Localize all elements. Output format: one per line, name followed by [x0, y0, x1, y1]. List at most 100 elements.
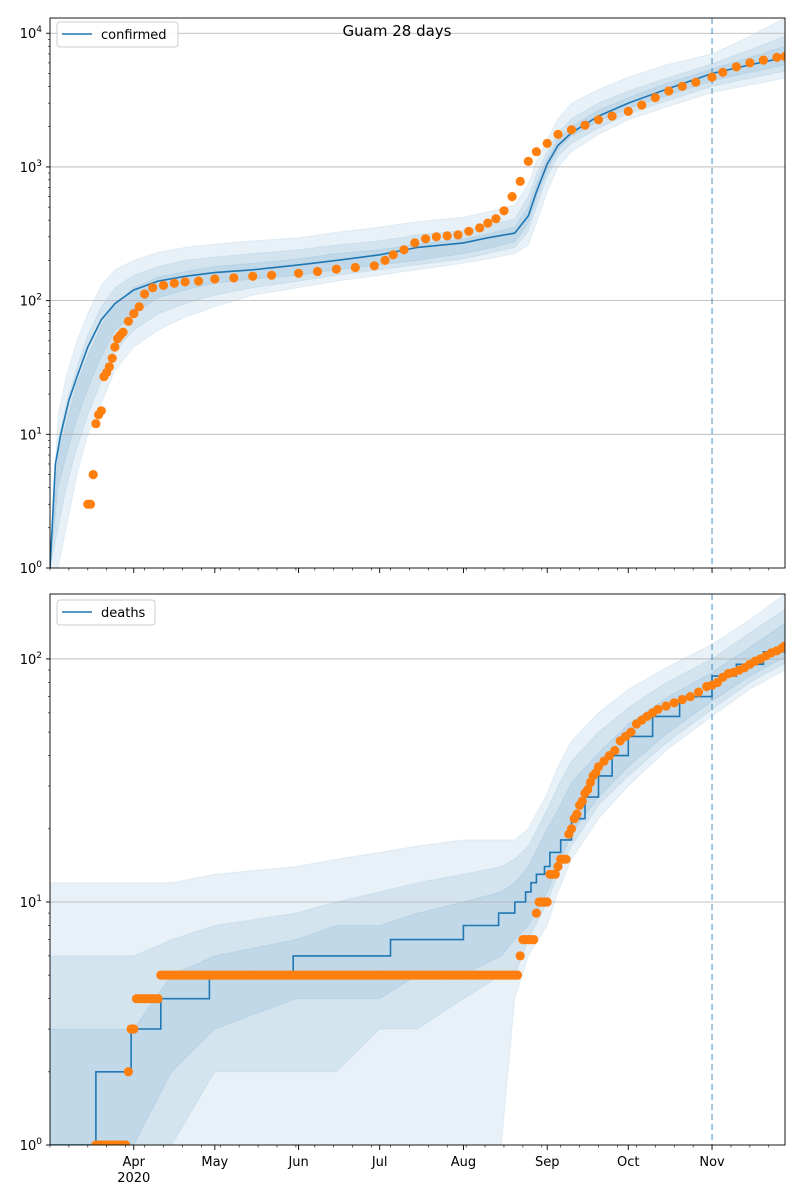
- observed-point: [664, 86, 674, 96]
- observed-point: [593, 762, 604, 772]
- observed-point: [566, 125, 577, 135]
- deaths-legend: deaths: [56, 599, 156, 626]
- y-tick-label: 101: [20, 426, 42, 443]
- deaths-bands: [50, 594, 785, 1145]
- x-tick-label: Nov: [699, 1155, 725, 1170]
- observed-point: [607, 111, 617, 121]
- observed-point: [691, 77, 701, 87]
- observed-point: [580, 120, 590, 130]
- observed-point: [388, 250, 398, 260]
- observed-point: [104, 362, 114, 372]
- observed-point: [85, 499, 96, 509]
- confirmed-axes: [49, 17, 786, 569]
- deaths-legend-box: [56, 599, 156, 626]
- observed-point: [123, 1067, 133, 1077]
- observed-point: [593, 115, 604, 125]
- observed-point: [453, 230, 463, 240]
- observed-point: [312, 266, 323, 277]
- deaths-gridlines: [50, 658, 785, 903]
- y-tick-label: 101: [20, 894, 42, 911]
- observed-point: [550, 869, 560, 879]
- x-tick-label: May: [201, 1155, 228, 1170]
- observed-point: [542, 897, 552, 907]
- band-outer: [50, 594, 785, 1145]
- y-tick-label: 102: [20, 651, 42, 668]
- x-tick-label: Aug: [451, 1155, 476, 1170]
- observed-point: [583, 785, 593, 795]
- confirmed-legend-label: confirmed: [101, 28, 167, 43]
- x-tick-label: Jul: [371, 1155, 388, 1170]
- observed-point: [515, 176, 525, 186]
- band-mid: [50, 608, 785, 1145]
- observed-point: [442, 231, 452, 241]
- confirmed-legend: confirmed: [56, 21, 179, 48]
- observed-point: [464, 226, 474, 236]
- observed-point: [780, 51, 785, 62]
- deaths-panel: 100 101 102 Apr May Jun Jul Aug Sep Oct Nov 2020 d…: [20, 593, 786, 1186]
- observed-point: [129, 1024, 139, 1034]
- confirmed-y-ticks: 100 101 102 103 104: [20, 25, 50, 577]
- observed-point: [650, 93, 660, 103]
- observed-point: [780, 641, 785, 651]
- observed-point: [523, 156, 533, 166]
- x-year-label: 2020: [117, 1171, 150, 1186]
- observed-point: [294, 268, 304, 278]
- observed-point: [399, 245, 409, 255]
- observed-point: [772, 52, 782, 63]
- observed-point: [110, 342, 120, 352]
- observed-point: [153, 994, 163, 1004]
- observed-point: [531, 908, 542, 918]
- x-tick-label: Oct: [617, 1155, 639, 1170]
- confirmed-panel: 100 101 102 103 104 confirmed Guam 28 days: [20, 17, 786, 577]
- x-tick-label: Jun: [287, 1155, 308, 1170]
- plot-frame: [49, 17, 786, 569]
- observed-point: [158, 280, 169, 290]
- observed-point: [499, 206, 509, 216]
- observed-point: [515, 951, 525, 961]
- observed-point: [507, 192, 517, 202]
- observed-point: [577, 796, 587, 806]
- observed-point: [107, 353, 117, 363]
- observed-point: [623, 106, 633, 116]
- observed-point: [380, 255, 390, 265]
- observed-point: [180, 277, 190, 287]
- deaths-axes: [49, 593, 786, 1146]
- y-tick-label: 102: [20, 293, 42, 310]
- observed-point: [685, 692, 696, 702]
- observed-point: [248, 271, 258, 281]
- observed-point: [758, 55, 769, 65]
- observed-point: [566, 824, 577, 834]
- band-inner: [50, 622, 785, 1145]
- observed-point: [129, 309, 139, 319]
- observed-point: [134, 302, 144, 312]
- observed-point: [542, 138, 552, 148]
- observed-point: [483, 218, 493, 228]
- observed-point: [637, 100, 647, 110]
- observed-point: [350, 262, 360, 273]
- observed-point: [553, 861, 563, 872]
- observed-point: [118, 327, 128, 337]
- observed-point: [431, 232, 441, 242]
- observed-point: [96, 406, 106, 416]
- observed-point: [653, 704, 663, 715]
- deaths-legend-label: deaths: [101, 606, 146, 621]
- confirmed-legend-box: [56, 21, 179, 48]
- observed-point: [718, 67, 728, 77]
- observed-point: [610, 745, 620, 756]
- observed-point: [475, 223, 485, 233]
- observed-point: [210, 274, 220, 284]
- band-mid: [50, 35, 785, 568]
- y-tick-label: 104: [20, 25, 43, 42]
- x-tick-label: Sep: [535, 1155, 560, 1170]
- observed-point: [169, 278, 179, 288]
- observed-point: [410, 238, 420, 248]
- observed-point: [88, 470, 98, 480]
- observed-point: [91, 419, 101, 429]
- observed-point: [693, 687, 704, 697]
- plot-frame: [49, 593, 786, 1146]
- confirmed-observed-points: [83, 51, 785, 509]
- observed-point: [369, 261, 379, 271]
- observed-point: [707, 72, 717, 82]
